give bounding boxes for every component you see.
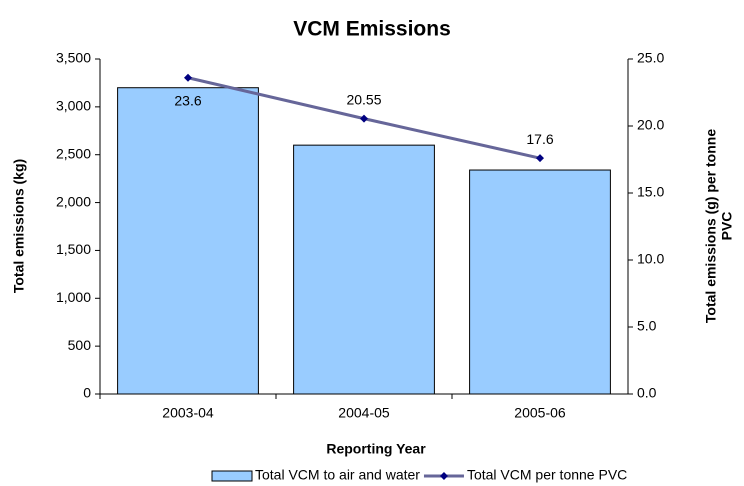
y2-axis-title: Total emissions (g) per tonne xyxy=(703,129,719,323)
data-label: 23.6 xyxy=(174,92,201,108)
y-axis-title: Total emissions (kg) xyxy=(11,159,27,293)
y-tick-label: 2,500 xyxy=(56,145,91,161)
y-tick-label: 1,000 xyxy=(56,289,91,305)
x-tick-label: 2005-06 xyxy=(514,405,566,421)
legend-label: Total VCM to air and water xyxy=(255,467,420,483)
x-tick-label: 2003-04 xyxy=(162,405,214,421)
y-tick-label: 3,500 xyxy=(56,50,91,66)
line-marker xyxy=(184,73,192,82)
x-axis-title: Reporting Year xyxy=(326,441,426,457)
y-tick-label: 0 xyxy=(83,385,91,401)
data-label: 17.6 xyxy=(526,131,553,147)
y2-axis-title: PVC xyxy=(719,212,735,241)
y-tick-label: 1,500 xyxy=(56,241,91,257)
line-marker xyxy=(536,154,544,163)
data-label: 20.55 xyxy=(346,91,381,107)
y2-tick-label: 10.0 xyxy=(637,251,664,267)
legend-label: Total VCM per tonne PVC xyxy=(467,467,627,483)
bar xyxy=(117,87,259,395)
legend-marker xyxy=(439,472,448,480)
y-tick-label: 2,000 xyxy=(56,193,91,209)
line-marker xyxy=(360,114,368,123)
y2-tick-label: 20.0 xyxy=(637,117,664,133)
y-tick-label: 500 xyxy=(68,337,92,353)
y2-tick-label: 0.0 xyxy=(637,385,657,401)
bar xyxy=(469,169,611,395)
bar xyxy=(293,144,435,395)
y2-tick-label: 25.0 xyxy=(637,50,664,66)
y2-tick-label: 15.0 xyxy=(637,184,664,200)
chart-title: VCM Emissions xyxy=(293,18,451,41)
y2-tick-label: 5.0 xyxy=(637,318,657,334)
x-tick-label: 2004-05 xyxy=(338,405,390,421)
y-tick-label: 3,000 xyxy=(56,98,91,114)
legend-swatch xyxy=(211,470,253,482)
